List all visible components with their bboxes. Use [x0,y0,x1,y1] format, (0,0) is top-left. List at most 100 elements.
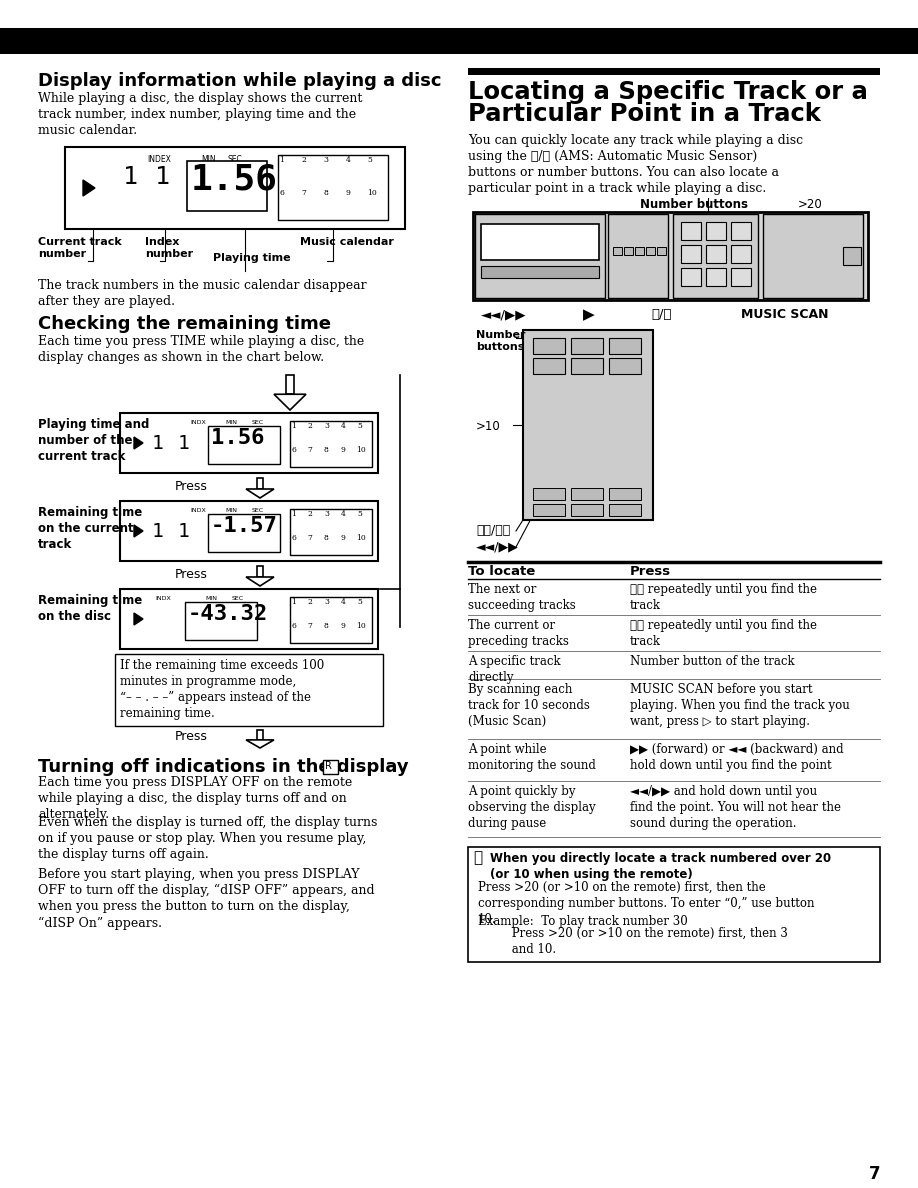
Bar [65,147,405,229]
Bar [731,222,751,240]
Bar [257,565,263,577]
Bar [731,245,751,263]
Text: 9: 9 [345,189,350,197]
Text: 5: 5 [357,423,362,430]
Bar [0,29,918,53]
Bar [481,266,599,278]
Text: 6: 6 [279,189,284,197]
Text: 1: 1 [292,423,297,430]
Text: Locating a Specific Track or a: Locating a Specific Track or a [468,80,868,105]
Circle shape [536,375,560,400]
Circle shape [612,404,636,428]
Text: To locate: To locate [468,565,535,579]
Text: SEC: SEC [232,596,244,601]
Text: >20: >20 [798,198,823,211]
Text: 4: 4 [341,599,345,607]
Bar [323,760,338,775]
Text: 7: 7 [308,446,312,454]
Bar [290,598,372,643]
Text: SEC: SEC [252,508,264,513]
Text: Music calendar: Music calendar [300,236,394,247]
Text: 6: 6 [291,621,296,630]
Text: 4: 4 [341,511,345,518]
Text: MUSIC SCAN before you start
playing. When you find the track you
want, press ▷ t: MUSIC SCAN before you start playing. Whe… [630,683,850,728]
Text: A point while
monitoring the sound: A point while monitoring the sound [468,742,596,772]
Text: ⏭⏭ repeatedly until you find the
track: ⏭⏭ repeatedly until you find the track [630,583,817,612]
Polygon shape [134,525,143,537]
Bar [706,222,726,240]
Text: 10: 10 [356,621,366,630]
Bar [208,426,280,465]
Bar [257,478,263,489]
Text: Particular Point in a Track: Particular Point in a Track [468,102,821,126]
Text: 6: 6 [291,533,296,542]
Bar [609,504,641,516]
Bar [115,655,383,726]
Circle shape [536,404,560,428]
Text: 2: 2 [301,157,307,164]
Text: ⏮⏮ repeatedly until you find the
track: ⏮⏮ repeatedly until you find the track [630,619,817,647]
Text: 3: 3 [323,157,329,164]
Text: Each time you press TIME while playing a disc, the
display changes as shown in t: Each time you press TIME while playing a… [38,335,364,364]
Bar [468,68,880,75]
Text: Checking the remaining time: Checking the remaining time [38,315,331,333]
Bar [185,602,257,640]
Bar [533,358,565,374]
Text: Example:  To play track number 30: Example: To play track number 30 [478,915,688,928]
Text: 10: 10 [356,446,366,454]
Text: Press: Press [630,565,671,579]
Bar [646,247,655,255]
Bar [475,214,605,298]
Text: Press: Press [175,480,207,493]
Text: Remaining time
on the disc: Remaining time on the disc [38,594,142,623]
Polygon shape [134,613,143,625]
Bar [468,847,880,962]
Bar [286,375,294,394]
Text: SEC: SEC [252,421,264,425]
Text: 7: 7 [308,621,312,630]
Bar [706,245,726,263]
Text: INDX: INDX [155,596,171,601]
Polygon shape [246,489,274,498]
Bar [681,222,701,240]
Text: You can quickly locate any track while playing a disc
using the ⏮/⏭ (AMS: Automa: You can quickly locate any track while p… [468,134,803,195]
Bar [706,268,726,286]
Text: While playing a disc, the display shows the current
track number, index number, : While playing a disc, the display shows … [38,91,363,137]
Bar [657,247,666,255]
Text: Even when the display is turned off, the display turns
on if you pause or stop p: Even when the display is turned off, the… [38,816,377,861]
Text: >10: >10 [476,421,500,432]
Bar [571,339,603,354]
Bar [533,504,565,516]
Bar [608,214,668,298]
Circle shape [536,432,560,456]
Text: 9: 9 [341,446,345,454]
Text: 10: 10 [367,189,376,197]
Text: R: R [325,762,332,771]
Text: MIN: MIN [205,596,217,601]
Text: SEC: SEC [227,154,241,164]
Bar [571,358,603,374]
Text: 3: 3 [324,599,330,607]
Text: 1: 1 [152,434,163,453]
Text: When you directly locate a track numbered over 20
(or 10 when using the remote): When you directly locate a track numbere… [490,852,831,881]
Polygon shape [134,437,143,449]
Text: Press >20 (or >10 on the remote) first, then 3
         and 10.: Press >20 (or >10 on the remote) first, … [478,927,788,956]
Text: MIN: MIN [201,154,216,164]
Text: INDX: INDX [190,508,206,513]
Text: Number buttons: Number buttons [640,198,748,211]
Bar [571,488,603,500]
Text: -1.57: -1.57 [211,516,278,536]
Bar [523,330,653,520]
Text: 1: 1 [178,434,190,453]
Bar [635,247,644,255]
Bar [624,247,633,255]
Text: 1: 1 [123,165,138,189]
Text: 10: 10 [356,533,366,542]
Text: ▶▶ (forward) or ◄◄ (backward) and
hold down until you find the point: ▶▶ (forward) or ◄◄ (backward) and hold d… [630,742,844,772]
Text: 9: 9 [341,533,345,542]
Bar [613,247,622,255]
Circle shape [574,432,598,456]
Text: The track numbers in the music calendar disappear
after they are played.: The track numbers in the music calendar … [38,279,366,308]
Bar [609,339,641,354]
Text: INDEX: INDEX [147,154,171,164]
